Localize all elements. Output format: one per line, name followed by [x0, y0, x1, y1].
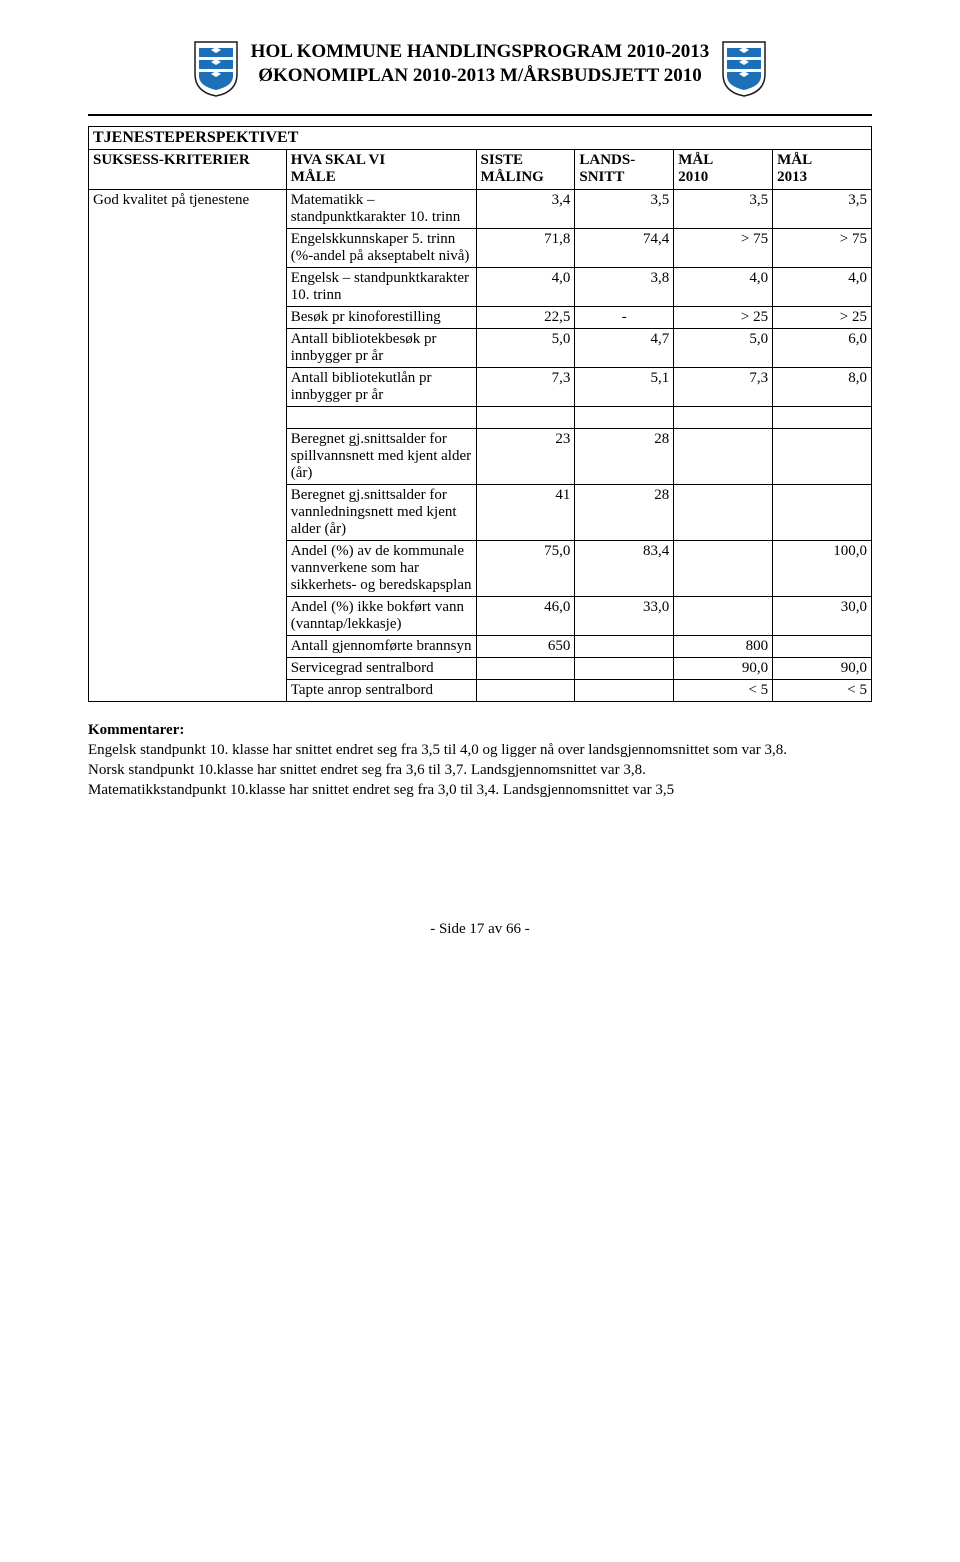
table-cell: 71,8 — [476, 228, 575, 267]
table-cell: 4,0 — [773, 267, 872, 306]
table-section-title-row: TJENESTEPERSPEKTIVET — [89, 127, 872, 150]
table-cell: 90,0 — [773, 657, 872, 679]
header-line-1: HOL KOMMUNE HANDLINGSPROGRAM 2010-2013 — [251, 40, 710, 64]
table-cell: 33,0 — [575, 596, 674, 635]
table-cell — [575, 657, 674, 679]
table-cell — [674, 406, 773, 428]
table-cell: > 75 — [773, 228, 872, 267]
table-cell: 7,3 — [674, 367, 773, 406]
table-cell: Beregnet gj.snittsalder for vannlednings… — [286, 484, 476, 540]
table-cell: 90,0 — [674, 657, 773, 679]
table-cell: < 5 — [773, 679, 872, 701]
table-cell: Engelskkunnskaper 5. trinn (%-andel på a… — [286, 228, 476, 267]
table-cell — [773, 406, 872, 428]
indicators-table: TJENESTEPERSPEKTIVET SUKSESS-KRITERIER H… — [88, 126, 872, 702]
table-cell: Engelsk – standpunktkarakter 10. trinn — [286, 267, 476, 306]
table-cell — [674, 484, 773, 540]
table-cell: 5,1 — [575, 367, 674, 406]
table-cell — [286, 406, 476, 428]
table-cell — [476, 657, 575, 679]
table-cell — [773, 635, 872, 657]
table-cell: Antall gjennomførte brannsyn — [286, 635, 476, 657]
table-cell: 4,0 — [476, 267, 575, 306]
table-cell — [476, 679, 575, 701]
header-last-measurement: SISTE MÅLING — [476, 150, 575, 190]
table-cell: 41 — [476, 484, 575, 540]
table-cell: > 25 — [674, 306, 773, 328]
table-cell — [674, 428, 773, 484]
table-cell: 30,0 — [773, 596, 872, 635]
header-title-block: HOL KOMMUNE HANDLINGSPROGRAM 2010-2013 Ø… — [251, 40, 710, 88]
table-cell: Andel (%) av de kommunale vannverkene so… — [286, 540, 476, 596]
table-cell: 3,5 — [674, 189, 773, 228]
table-cell: Andel (%) ikke bokført vann (vanntap/lek… — [286, 596, 476, 635]
table-cell: 100,0 — [773, 540, 872, 596]
header-national-avg: LANDS- SNITT — [575, 150, 674, 190]
table-cell — [674, 596, 773, 635]
table-cell: - — [575, 306, 674, 328]
table-cell: Servicegrad sentralbord — [286, 657, 476, 679]
table-cell: 4,7 — [575, 328, 674, 367]
comments-title: Kommentarer: — [88, 720, 872, 740]
table-cell: Tapte anrop sentralbord — [286, 679, 476, 701]
table-cell: 75,0 — [476, 540, 575, 596]
table-cell: 83,4 — [575, 540, 674, 596]
table-cell: 800 — [674, 635, 773, 657]
page-header: HOL KOMMUNE HANDLINGSPROGRAM 2010-2013 Ø… — [88, 40, 872, 98]
table-cell: 7,3 — [476, 367, 575, 406]
table-cell: Antall bibliotekutlån pr innbygger pr år — [286, 367, 476, 406]
table-cell — [575, 679, 674, 701]
header-criteria: SUKSESS-KRITERIER — [89, 150, 287, 190]
table-cell: 3,5 — [773, 189, 872, 228]
comment-line: Engelsk standpunkt 10. klasse har snitte… — [88, 740, 872, 760]
header-rule — [88, 114, 872, 116]
table-cell — [773, 484, 872, 540]
table-cell: 22,5 — [476, 306, 575, 328]
table-cell: 28 — [575, 428, 674, 484]
table-cell: Beregnet gj.snittsalder for spillvannsne… — [286, 428, 476, 484]
page-number: - Side 17 av 66 - — [88, 921, 872, 938]
table-cell: > 25 — [773, 306, 872, 328]
table-cell — [575, 635, 674, 657]
table-cell: Matematikk – standpunktkarakter 10. trin… — [286, 189, 476, 228]
table-cell: 5,0 — [476, 328, 575, 367]
table-cell: Antall bibliotekbesøk pr innbygger pr år — [286, 328, 476, 367]
table-cell: 74,4 — [575, 228, 674, 267]
header-goal-2013: MÅL 2013 — [773, 150, 872, 190]
table-cell: 3,8 — [575, 267, 674, 306]
table-cell — [773, 428, 872, 484]
table-cell: 8,0 — [773, 367, 872, 406]
table-cell: < 5 — [674, 679, 773, 701]
section-title: TJENESTEPERSPEKTIVET — [89, 127, 872, 150]
municipality-shield-right-icon — [721, 40, 767, 98]
table-cell: 23 — [476, 428, 575, 484]
table-cell — [674, 540, 773, 596]
table-cell — [476, 406, 575, 428]
comments-section: Kommentarer: Engelsk standpunkt 10. klas… — [88, 720, 872, 801]
table-cell: 6,0 — [773, 328, 872, 367]
header-line-2: ØKONOMIPLAN 2010-2013 M/ÅRSBUDSJETT 2010 — [251, 64, 710, 88]
table-header-row: SUKSESS-KRITERIER HVA SKAL VI MÅLE SISTE… — [89, 150, 872, 190]
comment-line: Norsk standpunkt 10.klasse har snittet e… — [88, 760, 872, 780]
table-cell: 3,5 — [575, 189, 674, 228]
criteria-cell: God kvalitet på tjenestene — [89, 189, 287, 701]
table-cell: 4,0 — [674, 267, 773, 306]
table-cell: Besøk pr kinoforestilling — [286, 306, 476, 328]
table-cell: 46,0 — [476, 596, 575, 635]
table-cell: 28 — [575, 484, 674, 540]
table-cell — [575, 406, 674, 428]
table-cell: 650 — [476, 635, 575, 657]
comment-line: Matematikkstandpunkt 10.klasse har snitt… — [88, 780, 872, 800]
table-cell: 3,4 — [476, 189, 575, 228]
municipality-shield-left-icon — [193, 40, 239, 98]
table-cell: 5,0 — [674, 328, 773, 367]
table-row: God kvalitet på tjenesteneMatematikk – s… — [89, 189, 872, 228]
table-cell: > 75 — [674, 228, 773, 267]
page: HOL KOMMUNE HANDLINGSPROGRAM 2010-2013 Ø… — [0, 0, 960, 1018]
header-goal-2010: MÅL 2010 — [674, 150, 773, 190]
header-measure: HVA SKAL VI MÅLE — [286, 150, 476, 190]
